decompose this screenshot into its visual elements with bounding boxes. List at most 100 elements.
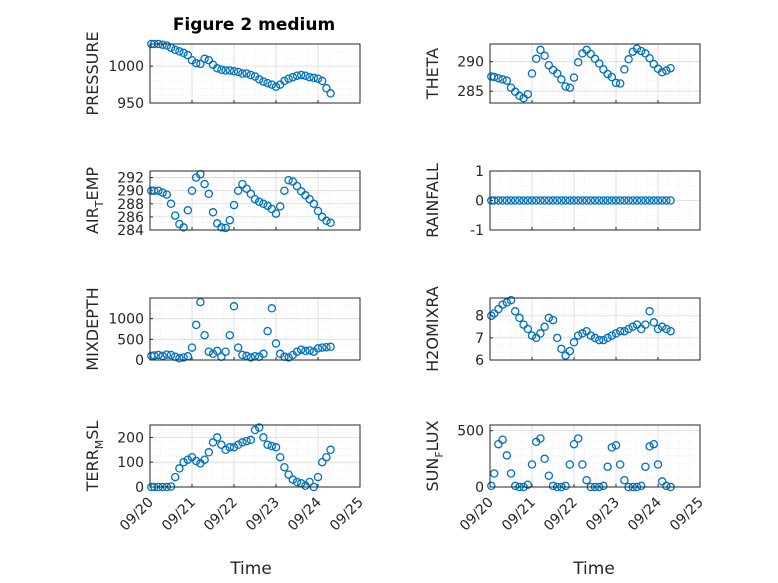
- data-point: [649, 318, 659, 327]
- data-point: [611, 329, 621, 338]
- data-point: [326, 89, 335, 98]
- data-point: [242, 351, 251, 361]
- data-point: [657, 322, 667, 332]
- data-point: [615, 460, 625, 469]
- data-point: [259, 77, 268, 86]
- x-tick-label: 09/25: [327, 495, 367, 535]
- data-point: [607, 196, 617, 205]
- data-point: [225, 215, 235, 225]
- data-point: [573, 58, 583, 67]
- data-point: [305, 194, 314, 204]
- x-tick-label: 09/21: [159, 495, 199, 535]
- x-axis-label-right: Time: [572, 559, 615, 579]
- data-point: [569, 338, 579, 347]
- y-tick-label: 200: [117, 430, 144, 446]
- data-point: [510, 87, 520, 97]
- data-point: [599, 481, 608, 491]
- data-point: [662, 196, 671, 205]
- data-point: [196, 297, 205, 307]
- data-point: [510, 307, 520, 316]
- data-point: [540, 51, 549, 61]
- data-point: [603, 196, 612, 205]
- data-point: [166, 350, 176, 360]
- data-point: [586, 49, 596, 59]
- data-point: [523, 89, 533, 99]
- data-point: [225, 443, 235, 452]
- y-tick-label: 0: [475, 194, 484, 210]
- data-point: [561, 82, 570, 91]
- data-point: [506, 196, 516, 205]
- data-point: [607, 72, 617, 82]
- data-point: [645, 196, 654, 205]
- data-point: [212, 346, 222, 356]
- data-point: [305, 346, 314, 355]
- data-point: [653, 460, 663, 469]
- data-point: [569, 439, 579, 449]
- data-point: [250, 425, 260, 435]
- data-point: [238, 350, 247, 360]
- data-point: [506, 469, 516, 478]
- data-point: [301, 71, 310, 80]
- data-point: [233, 440, 243, 450]
- y-tick-label: 286: [117, 210, 144, 226]
- data-point: [536, 196, 545, 205]
- data-point: [527, 69, 537, 78]
- data-point: [263, 440, 272, 450]
- data-point: [590, 54, 600, 64]
- data-point: [208, 438, 218, 447]
- y-tick-label: 100: [117, 455, 144, 471]
- data-point: [506, 83, 516, 92]
- data-point: [620, 326, 629, 336]
- data-point: [531, 196, 541, 205]
- data-point: [552, 196, 562, 205]
- y-axis-label: H2OMIXRA: [423, 286, 442, 372]
- data-point: [636, 46, 646, 56]
- data-point: [221, 223, 230, 233]
- data-point: [657, 196, 667, 205]
- data-point: [267, 204, 277, 214]
- data-point: [632, 44, 642, 53]
- data-point: [275, 202, 285, 211]
- data-point: [502, 196, 512, 205]
- data-point: [284, 353, 293, 362]
- data-point: [527, 196, 537, 205]
- data-point: [212, 219, 222, 228]
- data-point: [590, 196, 600, 205]
- data-point: [662, 324, 671, 334]
- x-tick-label: 09/20: [457, 495, 497, 535]
- data-point: [523, 196, 533, 205]
- data-point: [313, 206, 323, 216]
- data-point: [544, 471, 554, 480]
- x-tick-label: 09/22: [541, 495, 581, 535]
- data-point: [620, 65, 629, 74]
- data-point: [212, 64, 222, 73]
- data-point: [170, 211, 180, 220]
- data-point: [527, 460, 537, 469]
- data-point: [544, 196, 554, 205]
- axes-box: [149, 297, 361, 361]
- data-point: [632, 196, 642, 205]
- data-point: [204, 448, 214, 457]
- data-point: [540, 322, 549, 332]
- data-point: [557, 196, 566, 205]
- data-point: [166, 199, 176, 209]
- data-point: [565, 346, 575, 356]
- x-tick-label: 09/24: [285, 494, 325, 534]
- x-tick-label: 09/22: [201, 495, 241, 535]
- subplot-rainfall: -1 0 1 RAINFALL: [423, 163, 701, 239]
- data-point: [662, 481, 671, 491]
- data-point: [280, 462, 289, 472]
- data-point: [217, 65, 226, 75]
- data-point: [487, 481, 496, 491]
- data-point: [187, 186, 197, 195]
- data-point: [175, 47, 184, 56]
- data-point: [548, 315, 558, 325]
- data-point: [645, 442, 654, 451]
- data-point: [494, 439, 503, 449]
- data-point: [489, 196, 499, 205]
- data-point: [498, 196, 507, 205]
- data-point: [531, 54, 541, 64]
- data-point: [607, 331, 617, 340]
- data-point: [191, 456, 201, 466]
